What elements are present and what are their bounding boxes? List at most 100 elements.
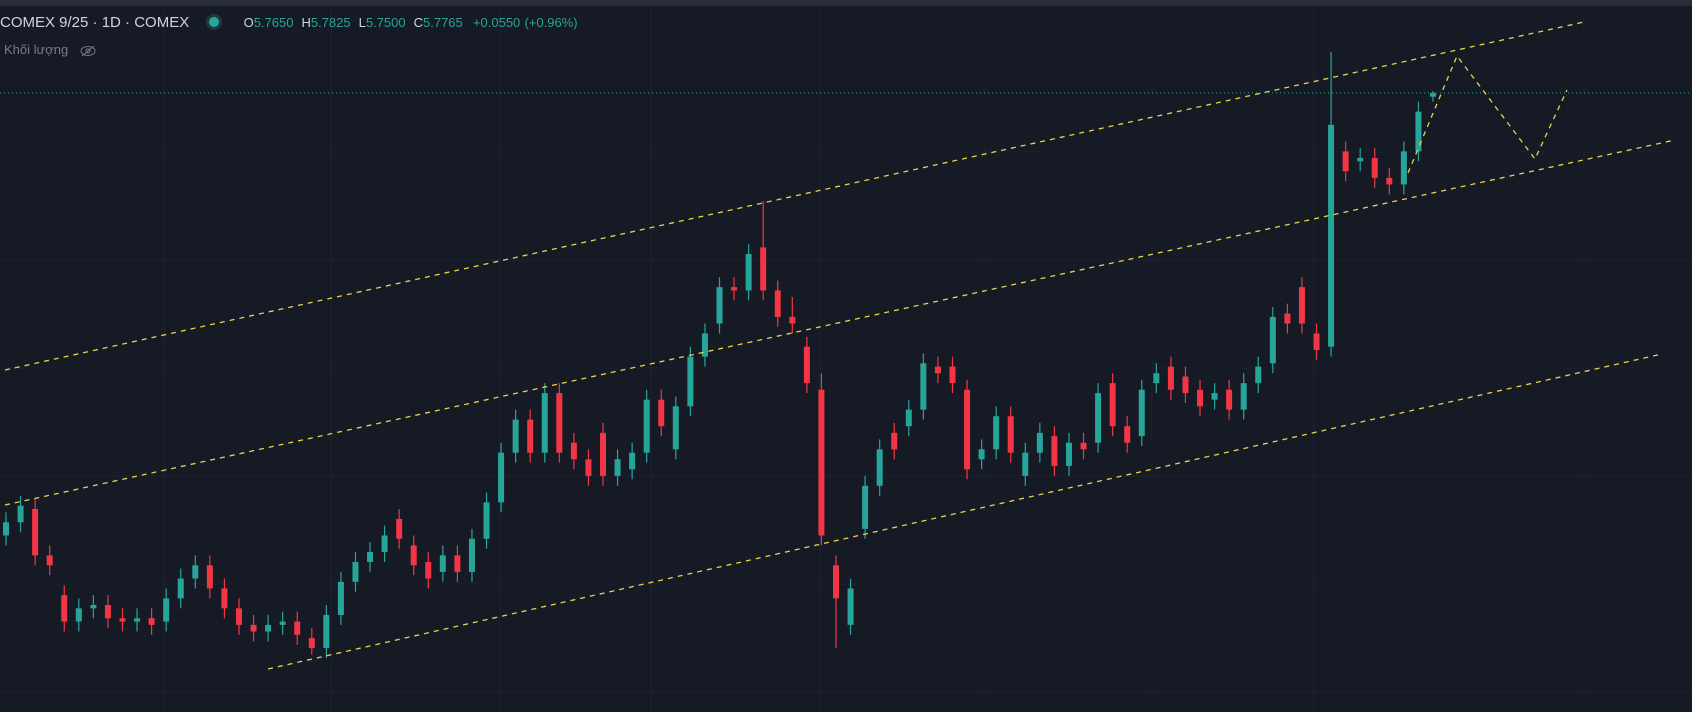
candle-body	[891, 432, 898, 450]
candle-body	[1415, 111, 1422, 152]
candle-body	[250, 624, 257, 632]
candle-body	[1022, 452, 1029, 476]
candle-body	[410, 545, 417, 566]
candle-body	[119, 618, 126, 622]
ohlc-key: C	[413, 15, 423, 30]
ohlc-key: L	[358, 15, 366, 30]
hide-icon[interactable]	[80, 45, 96, 57]
candle-body	[32, 508, 39, 556]
candle-body	[46, 555, 53, 566]
change-percent: (+0.96%)	[524, 15, 578, 30]
candle-body	[352, 561, 359, 582]
candle-body	[1342, 151, 1349, 172]
candle-body	[439, 555, 446, 572]
candle-body	[1051, 436, 1058, 466]
candle-body	[104, 605, 111, 619]
candle-body	[658, 399, 665, 427]
grid	[0, 8, 1692, 712]
candle-body	[1138, 389, 1145, 437]
candle-body	[1036, 432, 1043, 453]
candle-body	[934, 366, 941, 374]
candle-body	[993, 416, 1000, 450]
candle-body	[134, 618, 141, 622]
candle-body	[570, 442, 577, 460]
symbol-header: COMEX 9/25 · 1D · COMEX O5.7650 H5.7825 L5…	[0, 14, 578, 31]
candle-body	[978, 449, 985, 460]
candle-body	[512, 419, 519, 453]
candle-body	[483, 502, 490, 539]
candle-body	[803, 346, 810, 384]
candle-body	[1007, 416, 1014, 453]
candle-body	[672, 406, 679, 450]
ohlc-key: O	[243, 15, 254, 30]
candle-body	[789, 316, 796, 324]
candle-body	[1211, 393, 1218, 400]
candle-body	[1240, 383, 1247, 410]
candle-body	[1095, 393, 1102, 443]
ohlc-value: 5.7500	[365, 15, 406, 30]
candle-body	[1313, 333, 1320, 351]
candle-body	[294, 621, 301, 635]
candle-body	[876, 449, 883, 486]
candle-body	[90, 605, 97, 609]
candle-body	[1357, 157, 1364, 162]
candle-body	[774, 290, 781, 317]
candle-body	[556, 393, 563, 453]
ohlc-value: 5.7825	[310, 15, 351, 30]
candle-body	[1386, 177, 1393, 185]
ohlc-key: H	[301, 15, 311, 30]
candle-body	[1226, 389, 1233, 410]
candle-body	[75, 608, 82, 622]
candle-body	[192, 565, 199, 579]
candle-body	[323, 614, 330, 649]
candle-body	[716, 287, 723, 324]
candle-body	[148, 618, 155, 625]
candle-body	[163, 598, 170, 622]
candle-body	[337, 581, 344, 615]
candle-body	[905, 409, 912, 427]
candle-body	[862, 485, 869, 529]
top-bar	[0, 0, 1692, 6]
candle-body	[760, 247, 767, 291]
candle-body	[1284, 313, 1291, 324]
status-dot	[209, 17, 220, 27]
candle-body	[1269, 316, 1276, 364]
volume-text: Khối lượng	[4, 42, 69, 57]
change: +0.0550	[472, 15, 521, 30]
candle-body	[964, 389, 971, 470]
candle-body	[1400, 151, 1407, 185]
candle-body	[235, 608, 242, 625]
candle-body	[1124, 426, 1131, 443]
candle-body	[61, 595, 68, 622]
candle-body	[425, 561, 432, 579]
candle-body	[949, 366, 956, 384]
candle-body	[818, 389, 825, 536]
candle-body	[454, 555, 461, 572]
candle-body	[177, 578, 184, 599]
candle-body	[731, 287, 738, 291]
candle-body	[206, 565, 213, 589]
candle-body	[745, 254, 752, 291]
candle-body	[381, 535, 388, 553]
candle-body	[1182, 376, 1189, 394]
candle-body	[629, 452, 636, 470]
candle-body	[396, 518, 403, 539]
candle-body	[221, 588, 228, 609]
candle-body	[1298, 287, 1305, 324]
candle-body	[1328, 124, 1335, 347]
ohlc-value: 5.7765	[423, 15, 463, 30]
candle-body	[614, 459, 621, 476]
candle-body	[527, 419, 534, 453]
candle-body	[265, 624, 272, 632]
candle-body	[1065, 442, 1072, 466]
volume-label[interactable]: Khối lượng	[4, 42, 96, 57]
candle-body	[687, 356, 694, 407]
candle-body	[541, 393, 548, 453]
candle-body	[279, 621, 286, 625]
candle-body	[1197, 389, 1204, 407]
symbol: COMEX 9/25 · 1D · COMEX	[0, 14, 190, 31]
candle-body	[1167, 366, 1174, 390]
candle-body	[920, 363, 927, 410]
